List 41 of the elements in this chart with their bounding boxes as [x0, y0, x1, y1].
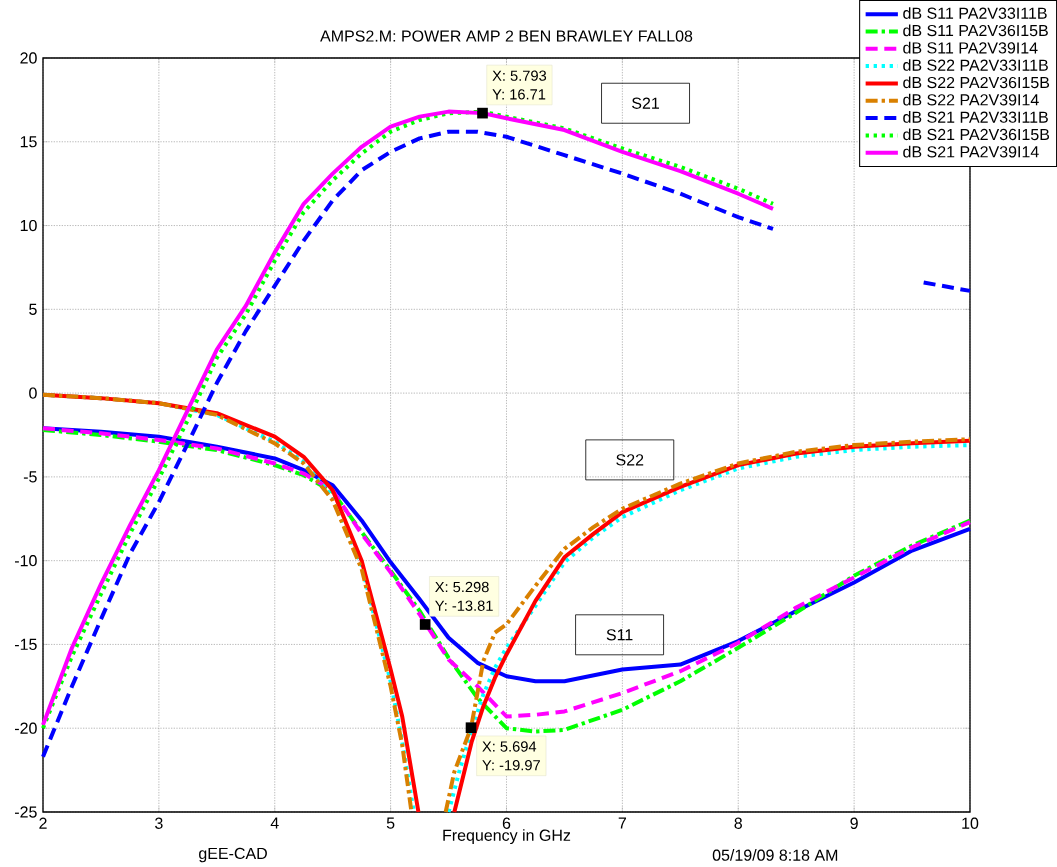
legend-label: dB S11 PA2V39I14	[903, 41, 1038, 54]
y-tick-label: -5	[23, 471, 37, 483]
y-tick-label: -10	[14, 555, 37, 567]
y-tick-label: 5	[29, 303, 37, 315]
chart-title: AMPS2.M: POWER AMP 2 BEN BRAWLEY FALL08	[320, 30, 693, 42]
legend-label: dB S21 PA2V39I14	[903, 145, 1039, 158]
x-tick-label: 10	[962, 817, 979, 829]
y-tick-label: 15	[20, 136, 37, 148]
y-tick-label: 0	[29, 387, 37, 399]
legend-label: dB S21 PA2V36I15B	[903, 128, 1050, 141]
legend-label: dB S21 PA2V33I11B	[903, 111, 1048, 123]
y-tick-label: 10	[20, 219, 37, 232]
x-tick-label: 3	[155, 817, 163, 829]
x-tick-label: 2	[39, 817, 47, 829]
x-tick-label: 5	[386, 817, 395, 829]
x-tick-label: 4	[270, 817, 279, 829]
annotation: Y: -13.81	[435, 600, 493, 611]
legend-label: dB S22 PA2V33I11B	[903, 59, 1048, 71]
annotation: Y: -19.97	[482, 759, 540, 771]
y-tick-label: 20	[20, 52, 37, 64]
annotation: X: 5.793	[492, 70, 547, 81]
text: gEE-CAD	[199, 847, 267, 863]
annotation: X: 5.694	[482, 741, 537, 752]
annotation: S21	[632, 97, 659, 109]
y-tick-label: -15	[14, 638, 37, 650]
legend-label: dB S11 PA2V33I11B	[903, 7, 1047, 19]
x-tick-label: 8	[734, 817, 742, 829]
x-tick-label: 6	[502, 817, 511, 829]
y-tick-label: -20	[14, 722, 37, 734]
x-axis-title: Frequency in GHz	[443, 829, 571, 845]
legend-label: dB S22 PA2V36I15B	[903, 76, 1050, 89]
annotation: S22	[616, 454, 644, 466]
x-tick-label: 9	[850, 817, 858, 829]
annotation: X: 5.298	[435, 581, 489, 593]
legend-label: dB S22 PA2V39I14	[903, 93, 1039, 106]
text: 05/19/09 8:18 AM	[712, 849, 838, 861]
annotation: Y: 16.71	[492, 89, 546, 100]
legend-label: dB S11 PA2V36I15B	[903, 24, 1048, 37]
y-tick-label: -25	[14, 806, 37, 818]
x-tick-label: 7	[618, 817, 627, 829]
annotation: S11	[606, 629, 633, 641]
